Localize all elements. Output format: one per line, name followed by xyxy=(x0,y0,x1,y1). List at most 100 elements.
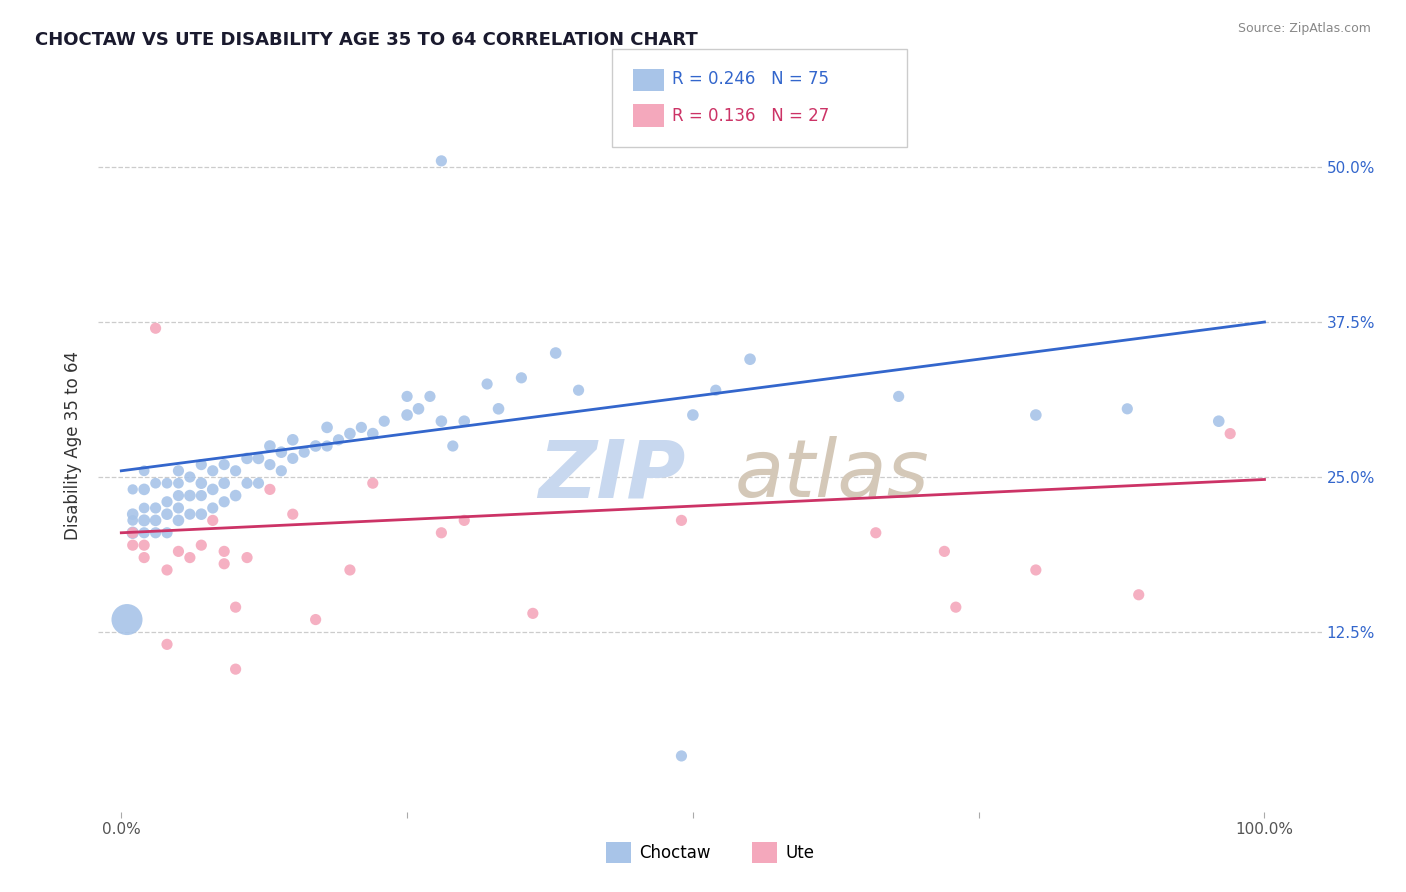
Point xyxy=(212,476,235,491)
Point xyxy=(247,476,270,491)
Point xyxy=(145,513,167,527)
Point xyxy=(134,464,156,478)
Point xyxy=(247,451,270,466)
Point xyxy=(190,476,212,491)
Point xyxy=(339,563,361,577)
Point xyxy=(945,600,967,615)
Point xyxy=(281,451,304,466)
Point xyxy=(201,464,224,478)
Point xyxy=(190,489,212,503)
Point xyxy=(441,439,464,453)
Point xyxy=(179,489,201,503)
Point xyxy=(304,439,326,453)
Point xyxy=(292,445,315,459)
Point xyxy=(281,433,304,447)
Point xyxy=(167,489,190,503)
Y-axis label: Disability Age 35 to 64: Disability Age 35 to 64 xyxy=(65,351,83,541)
Point xyxy=(1128,588,1150,602)
Point xyxy=(316,439,339,453)
Point xyxy=(453,414,475,428)
Point xyxy=(225,464,247,478)
Point xyxy=(396,408,419,422)
Text: Source: ZipAtlas.com: Source: ZipAtlas.com xyxy=(1237,22,1371,36)
Point xyxy=(121,525,143,540)
Point xyxy=(281,507,304,521)
Point xyxy=(201,513,224,527)
Point xyxy=(121,507,143,521)
Point xyxy=(259,439,281,453)
Point xyxy=(316,420,339,434)
Point xyxy=(453,513,475,527)
Point xyxy=(1208,414,1230,428)
Text: CHOCTAW VS UTE DISABILITY AGE 35 TO 64 CORRELATION CHART: CHOCTAW VS UTE DISABILITY AGE 35 TO 64 C… xyxy=(35,31,697,49)
Point xyxy=(270,445,292,459)
Point xyxy=(887,389,910,403)
Point xyxy=(682,408,704,422)
Point xyxy=(567,383,589,397)
Point xyxy=(156,563,179,577)
Point xyxy=(134,538,156,552)
Point xyxy=(259,458,281,472)
Point xyxy=(134,483,156,497)
Point xyxy=(1025,563,1047,577)
Point xyxy=(270,464,292,478)
Point xyxy=(865,525,887,540)
Point xyxy=(121,513,143,527)
Point xyxy=(225,662,247,676)
Point xyxy=(212,557,235,571)
Point xyxy=(738,352,761,367)
Point xyxy=(510,371,533,385)
Point xyxy=(167,476,190,491)
Point xyxy=(190,538,212,552)
Point xyxy=(236,550,259,565)
Point xyxy=(704,383,727,397)
Point xyxy=(328,433,350,447)
Point xyxy=(156,525,179,540)
Point xyxy=(430,414,453,428)
Legend: Choctaw, Ute: Choctaw, Ute xyxy=(599,836,821,869)
Point xyxy=(121,538,143,552)
Point xyxy=(190,458,212,472)
Point xyxy=(134,513,156,527)
Point xyxy=(145,525,167,540)
Text: atlas: atlas xyxy=(735,436,929,515)
Point xyxy=(134,525,156,540)
Point xyxy=(167,464,190,478)
Point xyxy=(350,420,373,434)
Point xyxy=(145,321,167,335)
Point xyxy=(179,470,201,484)
Point xyxy=(167,544,190,558)
Point xyxy=(304,613,326,627)
Point xyxy=(236,451,259,466)
Point xyxy=(934,544,956,558)
Point xyxy=(134,500,156,515)
Point xyxy=(156,495,179,509)
Point xyxy=(212,495,235,509)
Point xyxy=(190,507,212,521)
Text: R = 0.136   N = 27: R = 0.136 N = 27 xyxy=(672,107,830,125)
Point xyxy=(361,476,384,491)
Point xyxy=(121,483,143,497)
Point xyxy=(179,550,201,565)
Point xyxy=(212,458,235,472)
Point xyxy=(522,607,544,621)
Point xyxy=(475,377,498,392)
Point xyxy=(134,550,156,565)
Point xyxy=(201,500,224,515)
Point xyxy=(544,346,567,360)
Point xyxy=(212,544,235,558)
Point xyxy=(1116,401,1139,416)
Point xyxy=(225,600,247,615)
Text: R = 0.246   N = 75: R = 0.246 N = 75 xyxy=(672,70,830,88)
Point xyxy=(145,500,167,515)
Point xyxy=(167,513,190,527)
Point xyxy=(225,489,247,503)
Point xyxy=(339,426,361,441)
Point xyxy=(419,389,441,403)
Point xyxy=(430,153,453,168)
Point xyxy=(1025,408,1047,422)
Point xyxy=(373,414,395,428)
Point xyxy=(430,525,453,540)
Point xyxy=(156,637,179,651)
Point xyxy=(201,483,224,497)
